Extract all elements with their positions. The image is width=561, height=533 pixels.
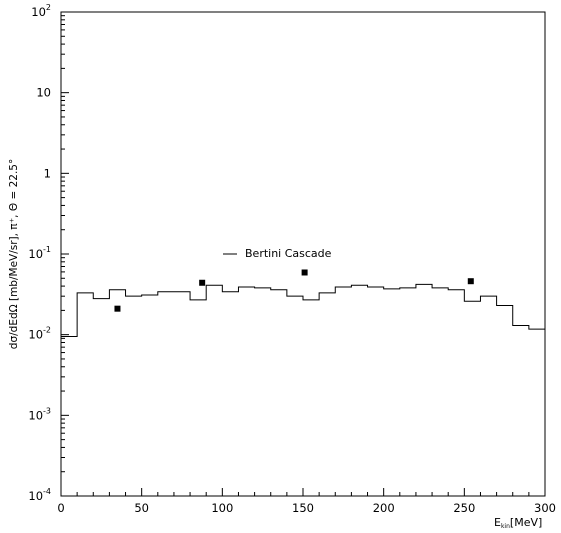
y-axis-label: dσ/dEdΩ [mb/MeV/sr], π⁺, Θ = 22.5° <box>8 159 20 349</box>
x-axis-label: Ekin[MeV] <box>494 516 542 530</box>
x-axis-label-unit: [MeV] <box>510 516 542 529</box>
data-markers <box>114 269 474 312</box>
x-tick-label: 150 <box>292 501 314 515</box>
y-axis: 102 10 1 10-1 10-2 10-3 10-4 <box>28 3 69 503</box>
data-point-marker <box>467 278 474 285</box>
x-axis-label-sub: kin <box>501 523 510 530</box>
x-axis-label-main: E <box>494 516 501 529</box>
y-tick-label: 10-2 <box>28 326 51 342</box>
y-tick-label: 10-4 <box>28 487 51 503</box>
x-axis: 0 50 100 150 200 250 300 <box>57 488 556 515</box>
y-tick-label: 1 <box>44 166 51 180</box>
data-point-marker <box>301 269 308 276</box>
histogram-series <box>61 173 546 337</box>
x-tick-label: 0 <box>57 501 64 515</box>
legend: Bertini Cascade <box>223 247 332 260</box>
y-tick-label: 10-3 <box>28 406 51 422</box>
legend-label: Bertini Cascade <box>245 247 332 260</box>
x-tick-label: 50 <box>134 501 149 515</box>
y-tick-label: 102 <box>31 3 51 19</box>
y-tick-label: 10-1 <box>28 245 51 261</box>
x-tick-label: 100 <box>211 501 233 515</box>
data-point-marker <box>199 279 206 286</box>
data-point-marker <box>114 305 121 312</box>
x-tick-label: 250 <box>453 501 475 515</box>
histogram-line <box>61 173 546 337</box>
y-tick-label: 10 <box>36 86 51 100</box>
x-tick-label: 200 <box>373 501 395 515</box>
x-tick-label: 300 <box>534 501 556 515</box>
